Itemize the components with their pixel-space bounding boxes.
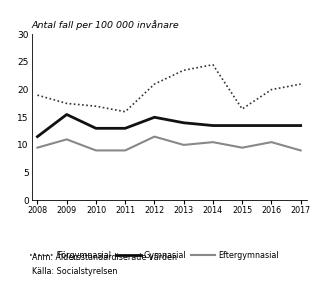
Legend: Förgymnasial, Gymnasial, Eftergymnasial: Förgymnasial, Gymnasial, Eftergymnasial: [30, 251, 279, 260]
Text: Anm. Åldersstandardiserade värden: Anm. Åldersstandardiserade värden: [32, 253, 177, 262]
Text: Källa: Socialstyrelsen: Källa: Socialstyrelsen: [32, 267, 117, 276]
Text: Antal fall per 100 000 invånare: Antal fall per 100 000 invånare: [32, 20, 179, 30]
